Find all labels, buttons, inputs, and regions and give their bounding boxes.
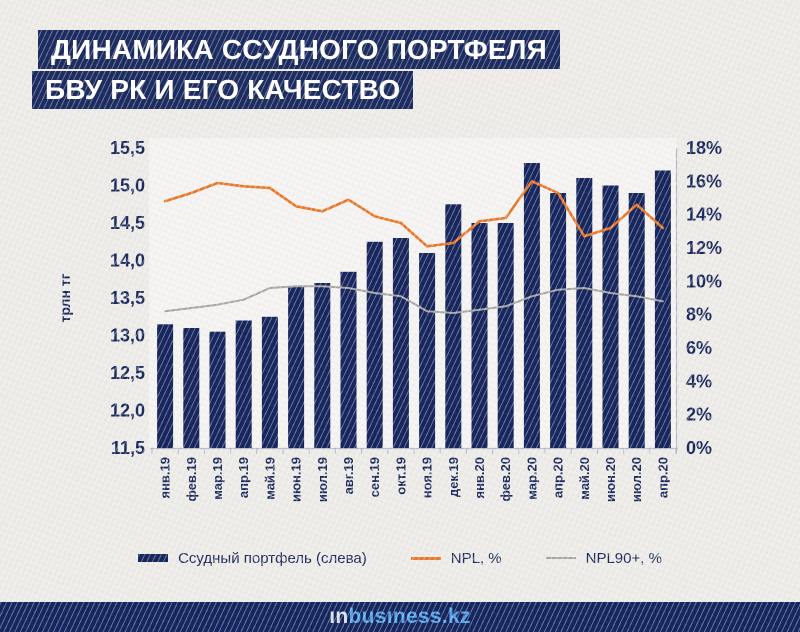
right-axis-tick-label: 4% xyxy=(686,371,712,391)
npl-line xyxy=(163,180,665,248)
bar-series-swatch-icon xyxy=(138,554,169,562)
x-axis-category-label: авг.19 xyxy=(341,457,356,494)
right-axis-tick-label: 8% xyxy=(686,305,712,325)
portfolio-bar xyxy=(602,185,619,448)
right-axis-tick-label: 10% xyxy=(686,271,722,291)
portfolio-bar xyxy=(261,316,278,449)
inbusiness-logo: ınbusıness.kz xyxy=(329,602,471,632)
x-axis-category-label: апр.19 xyxy=(236,457,251,498)
right-axis-tick-label: 12% xyxy=(686,238,722,258)
portfolio-bar xyxy=(392,238,409,448)
legend-item-portfolio: Ссудный портфель (слева) xyxy=(138,550,367,567)
left-axis-tick-label: 12,5 xyxy=(110,363,145,383)
legend-item-npl: NPL, % xyxy=(410,549,502,567)
portfolio-bar xyxy=(235,320,252,448)
right-axis-tick-label: 18% xyxy=(686,138,722,158)
x-axis-category-label: янв.20 xyxy=(472,457,487,499)
left-axis-tick-label: 12,0 xyxy=(110,401,145,421)
portfolio-bar xyxy=(550,193,567,448)
portfolio-bar xyxy=(209,331,226,448)
portfolio-bar xyxy=(340,271,357,449)
portfolio-bar xyxy=(288,286,305,449)
left-axis-tick-label: 13,5 xyxy=(110,288,145,308)
portfolio-bar xyxy=(523,163,540,448)
legend-npl-label: NPL, % xyxy=(450,549,502,567)
legend-npl90-label: NPL90+, % xyxy=(585,549,662,567)
left-axis-title: трлн тг xyxy=(57,273,73,322)
right-axis-tick-label: 0% xyxy=(686,438,712,458)
x-axis-category-label: мар.19 xyxy=(210,457,225,500)
portfolio-bar xyxy=(314,283,331,448)
x-axis-category-label: фев.19 xyxy=(184,457,199,502)
logo-suffix: busıness.kz xyxy=(348,605,471,628)
portfolio-bar xyxy=(628,193,645,448)
portfolio-bar xyxy=(157,324,174,449)
page-title-line1: ДИНАМИКА ССУДНОГО ПОРТФЕЛЯ xyxy=(38,30,560,69)
x-axis-category-label: янв.19 xyxy=(158,457,173,499)
left-axis-tick-label: 14,5 xyxy=(110,213,145,233)
right-axis-tick-label: 6% xyxy=(686,338,712,358)
portfolio-bar xyxy=(419,253,436,448)
x-axis-category-label: апр.20 xyxy=(551,457,566,498)
left-axis-tick-label: 11,5 xyxy=(111,438,145,458)
portfolio-bar xyxy=(445,204,462,449)
right-axis-tick-label: 14% xyxy=(686,205,722,225)
left-axis-tick-label: 15,5 xyxy=(110,138,145,158)
x-axis-category-label: дек.19 xyxy=(446,457,461,497)
x-axis-category-label: май.20 xyxy=(577,457,592,500)
right-axis-tick-label: 2% xyxy=(686,405,712,425)
combo-chart: 15,5 15,0 14,5 14,0 13,5 13,0 12,5 12,0 11,5 18% 1… xyxy=(57,138,722,502)
portfolio-bar xyxy=(366,241,383,449)
x-axis-category-label: июл.19 xyxy=(315,457,330,502)
x-axis-category-label: фев.20 xyxy=(498,457,513,502)
left-axis-tick-label: 15,0 xyxy=(110,176,145,196)
left-axis-tick-label: 14,0 xyxy=(110,251,145,271)
portfolio-bar xyxy=(576,178,593,448)
x-axis-category-label: июн.20 xyxy=(603,457,618,502)
x-axis-category-label: май.19 xyxy=(262,457,277,500)
portfolio-bar xyxy=(497,223,514,448)
npl-line-swatch-icon xyxy=(410,556,441,560)
x-axis-category-label: июл.20 xyxy=(629,457,644,502)
page-title-line2: БВУ РК И ЕГО КАЧЕСТВО xyxy=(32,71,414,109)
x-axis-category-label: ноя.19 xyxy=(420,457,435,498)
portfolio-bar xyxy=(471,223,488,448)
right-axis-tick-label: 16% xyxy=(686,171,722,191)
left-axis-tick-label: 13,0 xyxy=(110,326,145,346)
x-axis-category-label: июн.19 xyxy=(289,457,304,502)
logo-prefix: ın xyxy=(329,605,349,628)
legend-portfolio-label: Ссудный портфель (слева) xyxy=(178,549,367,567)
x-axis-category-label: апр.20 xyxy=(655,457,670,498)
footer-bar: ınbusıness.kz xyxy=(0,602,800,632)
npl90-line xyxy=(164,285,664,314)
portfolio-bar xyxy=(654,170,671,448)
npl90-line-swatch-icon xyxy=(545,557,576,559)
portfolio-bar xyxy=(183,328,200,448)
x-axis-category-label: сен.19 xyxy=(367,457,382,497)
chart-legend: Ссудный портфель (слева) NPL, % NPL90+, … xyxy=(0,544,800,572)
x-axis-category-label: мар.20 xyxy=(524,457,539,500)
legend-item-npl90: NPL90+, % xyxy=(545,549,662,567)
x-axis-category-label: окт.19 xyxy=(393,457,408,495)
